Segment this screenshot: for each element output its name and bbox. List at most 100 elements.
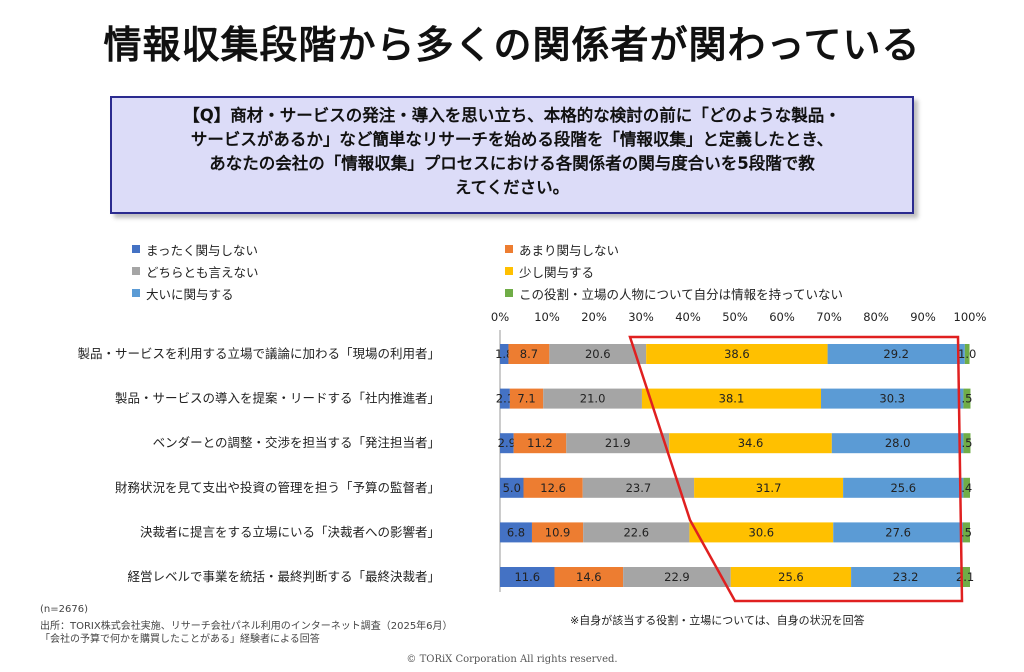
legend-item: どちらとも言えない — [132, 260, 505, 282]
bar-segment — [500, 567, 555, 587]
bar-segment — [669, 433, 832, 454]
bar-segment — [689, 522, 834, 543]
bar-segment — [964, 344, 970, 364]
data-label: 2.1 — [496, 392, 514, 406]
data-label: 30.3 — [879, 392, 905, 406]
question-line: えてください。 — [454, 178, 570, 197]
data-label: 34.6 — [738, 436, 764, 450]
chart-legend: まったく関与しない あまり関与しない どちらとも言えない 少し関与する 大いに関… — [132, 238, 912, 304]
data-label: 22.6 — [623, 525, 649, 539]
bar-segment — [833, 522, 963, 543]
legend-label: この役割・立場の人物について自分は情報を持っていない — [519, 286, 844, 302]
question-box: 【Q】商材・サービスの発注・導入を思い立ち、本格的な検討の前に「どのような製品・… — [110, 96, 914, 214]
legend-swatch — [505, 245, 513, 253]
bar-segment — [963, 433, 971, 454]
legend-label: どちらとも言えない — [146, 264, 259, 280]
page-title: 情報収集段階から多くの関係者が関わっている — [103, 23, 921, 67]
bar-segment — [694, 477, 844, 498]
data-label: 25.6 — [890, 481, 916, 495]
data-label: 14.6 — [576, 570, 602, 584]
bar-segment — [730, 567, 852, 587]
source-note: 出所：TORIX株式会社実施、リサーチ会社パネル利用のインターネット調査（202… — [40, 620, 453, 646]
data-label: 21.9 — [605, 436, 631, 450]
x-tick-label: 90% — [910, 310, 936, 324]
data-label: 6.8 — [507, 525, 525, 539]
data-label: 2.1 — [956, 570, 974, 584]
bar-segment — [554, 567, 624, 587]
legend-label: あまり関与しない — [519, 242, 620, 258]
category-label: 経営レベルで事業を統括・最終判断する「最終決裁者」 — [127, 569, 440, 584]
legend-item: まったく関与しない — [132, 238, 505, 260]
bar-segment — [646, 344, 828, 364]
bar-segment — [500, 522, 532, 543]
bar-segment — [500, 477, 524, 498]
data-label: .5 — [961, 525, 972, 539]
legend-item: 大いに関与する — [132, 282, 505, 304]
x-tick-label: 0% — [491, 310, 509, 324]
bar-segment — [962, 522, 970, 543]
x-tick-label: 30% — [628, 310, 654, 324]
bar-segment — [963, 477, 970, 498]
data-label: 10.9 — [545, 525, 571, 539]
data-label: 5.0 — [503, 481, 521, 495]
data-label: 30.6 — [749, 525, 775, 539]
question-line: サービスがあるか」など簡単なリサーチを始める段階を「情報収集」と定義したとき、 — [190, 130, 834, 149]
legend-swatch — [132, 267, 140, 275]
category-label: 製品・サービスを利用する立場で議論に加わる「現場の利用者」 — [77, 346, 440, 361]
data-label: 22.9 — [664, 570, 690, 584]
data-label: 23.7 — [626, 481, 652, 495]
copyright: © TORiX Corporation All rights reserved. — [406, 654, 618, 665]
data-label: .5 — [961, 392, 972, 406]
bar-segment — [960, 567, 970, 587]
bar-segment — [831, 433, 964, 454]
x-tick-label: 60% — [769, 310, 795, 324]
data-label: 23.2 — [893, 570, 919, 584]
data-label: 7.1 — [517, 392, 535, 406]
x-tick-label: 70% — [816, 310, 842, 324]
source-line: 「会社の予算で何かを購買したことがある」経験者による回答 — [40, 634, 320, 645]
bar-segment — [523, 477, 583, 498]
question-line: 【Q】商材・サービスの発注・導入を思い立ち、本格的な検討の前に「どのような製品・ — [183, 106, 841, 125]
legend-item: あまり関与しない — [505, 238, 905, 260]
x-tick-label: 10% — [534, 310, 560, 324]
bar-segment — [851, 567, 961, 587]
bar-segment — [583, 522, 690, 543]
x-tick-label: 40% — [675, 310, 701, 324]
data-label: 12.6 — [540, 481, 566, 495]
x-tick-label: 100% — [954, 310, 987, 324]
legend-swatch — [132, 289, 140, 297]
x-tick-label: 50% — [722, 310, 748, 324]
bar-segment — [566, 433, 670, 454]
bar-segment — [582, 477, 695, 498]
bar-segment — [549, 344, 647, 364]
data-label: 38.6 — [724, 347, 750, 361]
legend-swatch — [505, 267, 513, 275]
bar-segment — [827, 344, 965, 364]
data-label: 27.6 — [885, 525, 911, 539]
data-label: 28.0 — [885, 436, 911, 450]
bar-segment — [508, 344, 550, 364]
data-label: 20.6 — [585, 347, 611, 361]
source-line: 出所：TORIX株式会社実施、リサーチ会社パネル利用のインターネット調査（202… — [40, 621, 453, 632]
data-label: 25.6 — [778, 570, 804, 584]
legend-swatch — [505, 289, 513, 297]
bar-segment — [500, 433, 514, 454]
bar-segment — [509, 388, 544, 409]
data-label: .4 — [961, 481, 972, 495]
data-label: 29.2 — [883, 347, 909, 361]
bar-segment — [963, 388, 971, 409]
data-label: 21.0 — [580, 392, 606, 406]
legend-label: まったく関与しない — [146, 242, 259, 258]
data-label: 31.7 — [756, 481, 782, 495]
legend-swatch — [132, 245, 140, 253]
category-label: 決裁者に提言をする立場にいる「決裁者への影響者」 — [140, 524, 440, 539]
category-label: 財務状況を見て支出や投資の管理を担う「予算の監督者」 — [115, 480, 440, 495]
legend-label: 少し関与する — [519, 264, 595, 280]
bar-segment — [500, 388, 510, 409]
bar-segment — [543, 388, 642, 409]
data-label: 1.0 — [958, 347, 976, 361]
data-label: 38.1 — [719, 392, 745, 406]
legend-item: 少し関与する — [505, 260, 905, 282]
data-label: 11.2 — [527, 436, 553, 450]
data-label: 8.7 — [520, 347, 538, 361]
